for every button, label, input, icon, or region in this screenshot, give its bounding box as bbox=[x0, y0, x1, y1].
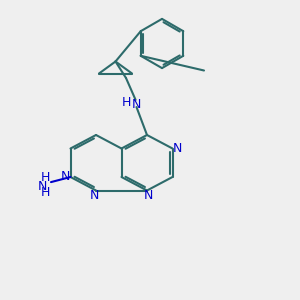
Text: N: N bbox=[173, 142, 183, 155]
Text: N: N bbox=[60, 170, 70, 184]
Text: N: N bbox=[132, 98, 141, 112]
Text: H: H bbox=[40, 171, 50, 184]
Text: N: N bbox=[90, 189, 99, 203]
Text: N: N bbox=[144, 189, 153, 203]
Text: H: H bbox=[122, 95, 131, 109]
Text: N: N bbox=[37, 179, 47, 193]
Text: H: H bbox=[41, 186, 51, 200]
